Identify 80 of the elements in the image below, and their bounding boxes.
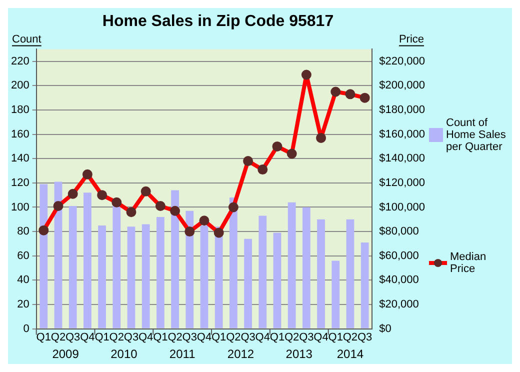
bar (346, 219, 354, 328)
y2-tick-label: $160,000 (379, 128, 426, 140)
legend-label: Count of Home Sales per Quarter (446, 117, 507, 153)
x-tick-label: Q3 (299, 331, 314, 344)
y2-tick-label: $20,000 (379, 298, 419, 311)
text: 2009 (52, 347, 80, 362)
bar (332, 260, 340, 328)
x-tick-label: Q3 (240, 331, 256, 344)
y2-tick-label: $140,000 (379, 152, 426, 165)
bar (229, 198, 238, 328)
x-tick-label: Q2 (168, 331, 182, 344)
text: 2012 (227, 347, 254, 362)
bar (171, 190, 179, 328)
y-tick-label: 80 (17, 226, 30, 238)
x-tick-label: Q1 (36, 331, 51, 344)
x-tick-label: Q4 (196, 331, 212, 344)
y2-tick-label: $100,000 (379, 201, 426, 214)
bar (288, 202, 296, 328)
y-tick-label: 100 (10, 201, 30, 214)
x-tick-label: Q2 (109, 331, 124, 344)
bar (186, 210, 194, 328)
x-tick-label: Q1 (270, 331, 285, 344)
bar (112, 204, 121, 328)
x-tick-label: Q3 (182, 331, 197, 344)
x-tick-label: Q2 (284, 331, 300, 344)
bar (273, 232, 282, 328)
x-tick-label: Q3 (357, 331, 372, 344)
y2-tick-label: $120,000 (379, 176, 426, 189)
y-tick-label: 120 (10, 176, 30, 189)
y-tick-label: 0 (23, 322, 30, 335)
chart-title: Home Sales in Zip Code 95817 (102, 13, 334, 30)
bar (360, 242, 369, 328)
y-tick-label: 40 (17, 274, 30, 286)
bar (40, 184, 48, 328)
x-tick-label: Q4 (314, 331, 328, 344)
y2-tick-label: $180,000 (379, 104, 426, 116)
y2-tick-label: $0 (379, 322, 392, 335)
y2-axis-title: Price (398, 34, 424, 46)
bar (156, 216, 164, 328)
y-tick-label: 200 (10, 80, 30, 92)
x-tick-label: Q3 (124, 331, 139, 344)
y-tick-label: 20 (17, 298, 30, 311)
y-tick-label: 220 (10, 55, 30, 68)
x-tick-label: Q4 (80, 331, 95, 344)
x-tick-label: Q2 (50, 331, 66, 344)
legend-label: Median Price (450, 251, 488, 275)
y-tick-label: 140 (10, 152, 30, 165)
bar (84, 192, 92, 328)
y2-tick-label: $60,000 (379, 250, 419, 262)
y2-tick-label: $80,000 (379, 226, 419, 238)
bar (68, 206, 77, 328)
y2-tick-label: $220,000 (379, 55, 426, 68)
x-tick-label: Q1 (94, 331, 110, 344)
y2-tick-label: $40,000 (379, 274, 419, 286)
y2-tick-label: $200,000 (379, 80, 426, 92)
x-tick-label: Q1 (153, 331, 168, 344)
x-tick-label: Q2 (342, 331, 358, 344)
text: 2010 (110, 347, 138, 362)
y-tick-label: 160 (10, 128, 30, 140)
bar (127, 226, 136, 328)
bar (200, 225, 208, 328)
x-tick-label: Q1 (211, 331, 226, 344)
bar (244, 238, 252, 328)
x-tick-label: Q2 (226, 331, 241, 344)
y-tick-label: 180 (10, 104, 30, 116)
text: 2014 (336, 347, 364, 362)
bar (214, 226, 223, 328)
bar (258, 216, 267, 328)
bar (302, 207, 310, 328)
bar (317, 219, 325, 328)
x-tick-label: Q3 (66, 331, 80, 344)
y-tick-label: 60 (17, 250, 30, 262)
x-tick-label: Q4 (138, 331, 154, 344)
x-tick-label: Q1 (328, 331, 343, 344)
bar (98, 225, 106, 328)
text: 2013 (286, 347, 313, 362)
x-tick-label: Q4 (255, 331, 270, 344)
bar (142, 224, 150, 328)
text: 2011 (169, 347, 196, 362)
y-axis-title: Count (12, 34, 42, 46)
